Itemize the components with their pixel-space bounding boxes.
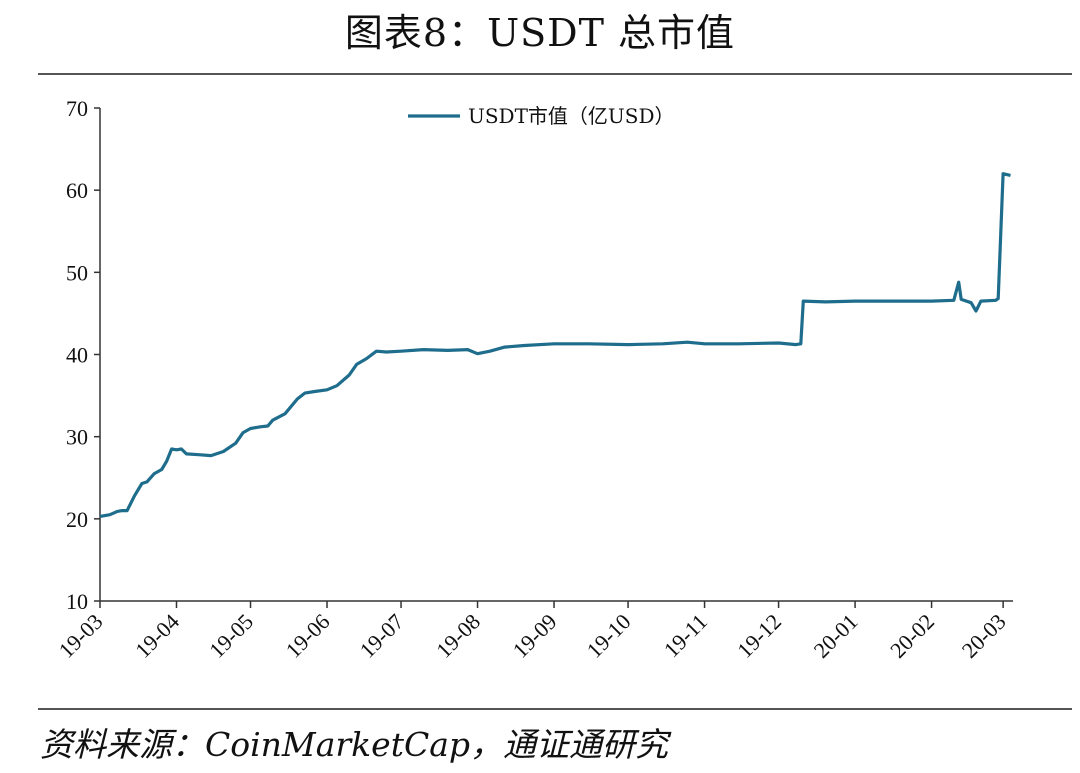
x-tick-label: 19-09: [508, 609, 562, 663]
chart-title: 图表8：USDT 总市值: [344, 11, 736, 55]
x-tick-label: 20-02: [885, 609, 939, 663]
usdt-market-cap-chart: 10 20 30 40 50 60 70 19-03 19-04 19-05 19-06 19-07 1…: [54, 96, 1013, 663]
x-tick-label: 20-01: [809, 609, 863, 663]
x-tick-label: 20-03: [957, 609, 1011, 663]
y-tick-label: 50: [66, 260, 88, 285]
y-tick-label: 10: [66, 589, 88, 614]
top-rule: [38, 73, 1072, 75]
series-line: [99, 172, 1011, 518]
x-tick-label: 19-10: [582, 609, 636, 663]
y-tick-label: 30: [66, 425, 88, 450]
y-tick-label: 60: [66, 178, 88, 203]
x-tick-label: 19-12: [732, 609, 786, 663]
y-tick-label: 40: [66, 343, 88, 368]
y-tick-label: 20: [66, 507, 88, 532]
x-tick-label: 19-08: [431, 609, 485, 663]
source-note: 资料来源：CoinMarketCap，通证通研究: [40, 725, 668, 764]
x-tick-label: 19-05: [204, 609, 258, 663]
bottom-rule: [38, 708, 1072, 710]
legend-label: USDT市值（亿USD）: [468, 104, 675, 128]
x-tick-label: 19-03: [54, 609, 108, 663]
x-tick-label: 19-11: [659, 609, 712, 662]
y-tick-label: 70: [66, 96, 88, 121]
x-tick-label: 19-06: [281, 609, 335, 663]
x-tick-label: 19-07: [355, 609, 409, 663]
x-tick-label: 19-04: [130, 609, 184, 663]
